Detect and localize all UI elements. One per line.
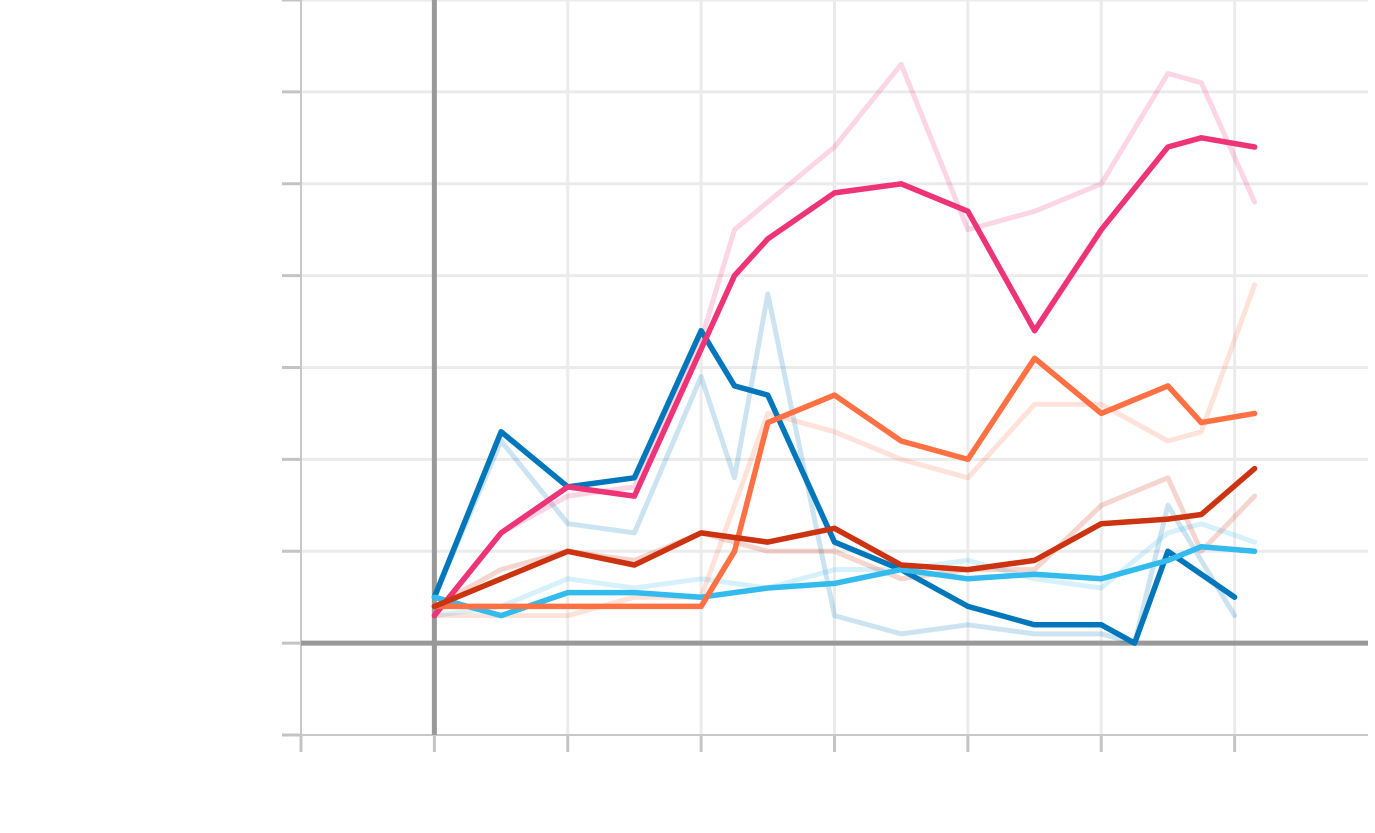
series-4-smoothed-line — [431, 465, 1258, 610]
series-layer — [431, 61, 1258, 646]
series-2-raw-line — [431, 61, 1258, 619]
series-3-smoothed-line — [431, 355, 1258, 610]
axis-ticks — [282, 0, 1237, 752]
series-0-smoothed-line — [431, 327, 1238, 646]
series-2-smoothed-line — [431, 135, 1258, 619]
series-1-raw-line — [431, 521, 1258, 619]
series-1-smoothed-line — [431, 543, 1258, 619]
horizontal-gridlines — [301, 0, 1368, 645]
series-3-raw-line — [431, 282, 1258, 619]
